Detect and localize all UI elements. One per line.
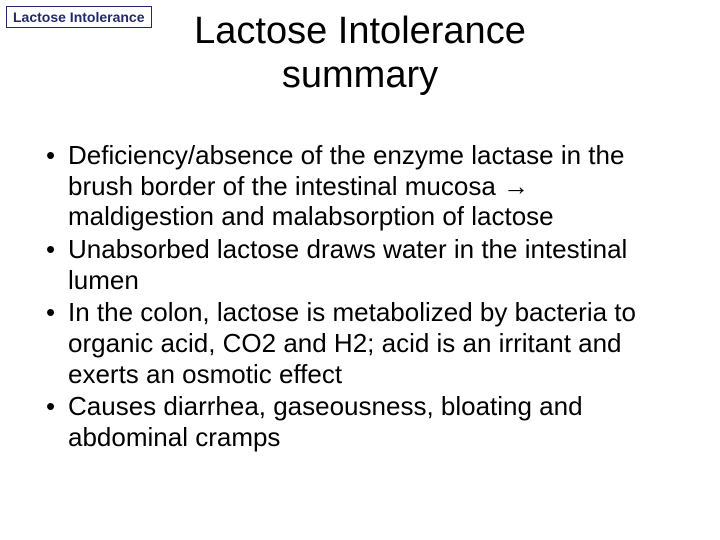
list-item: In the colon, lactose is metabolized by …: [40, 297, 680, 389]
slide-title: Lactose Intolerance summary: [0, 10, 720, 97]
title-line-2: summary: [282, 54, 438, 96]
list-item: Unabsorbed lactose draws water in the in…: [40, 234, 680, 295]
bullet-list: Deficiency/absence of the enzyme lactase…: [40, 140, 680, 455]
list-item: Causes diarrhea, gaseousness, bloating a…: [40, 391, 680, 452]
title-line-1: Lactose Intolerance: [194, 10, 526, 52]
slide: { "tag": { "text": "Lactose Intolerance"…: [0, 0, 720, 540]
list-item: Deficiency/absence of the enzyme lactase…: [40, 140, 680, 232]
